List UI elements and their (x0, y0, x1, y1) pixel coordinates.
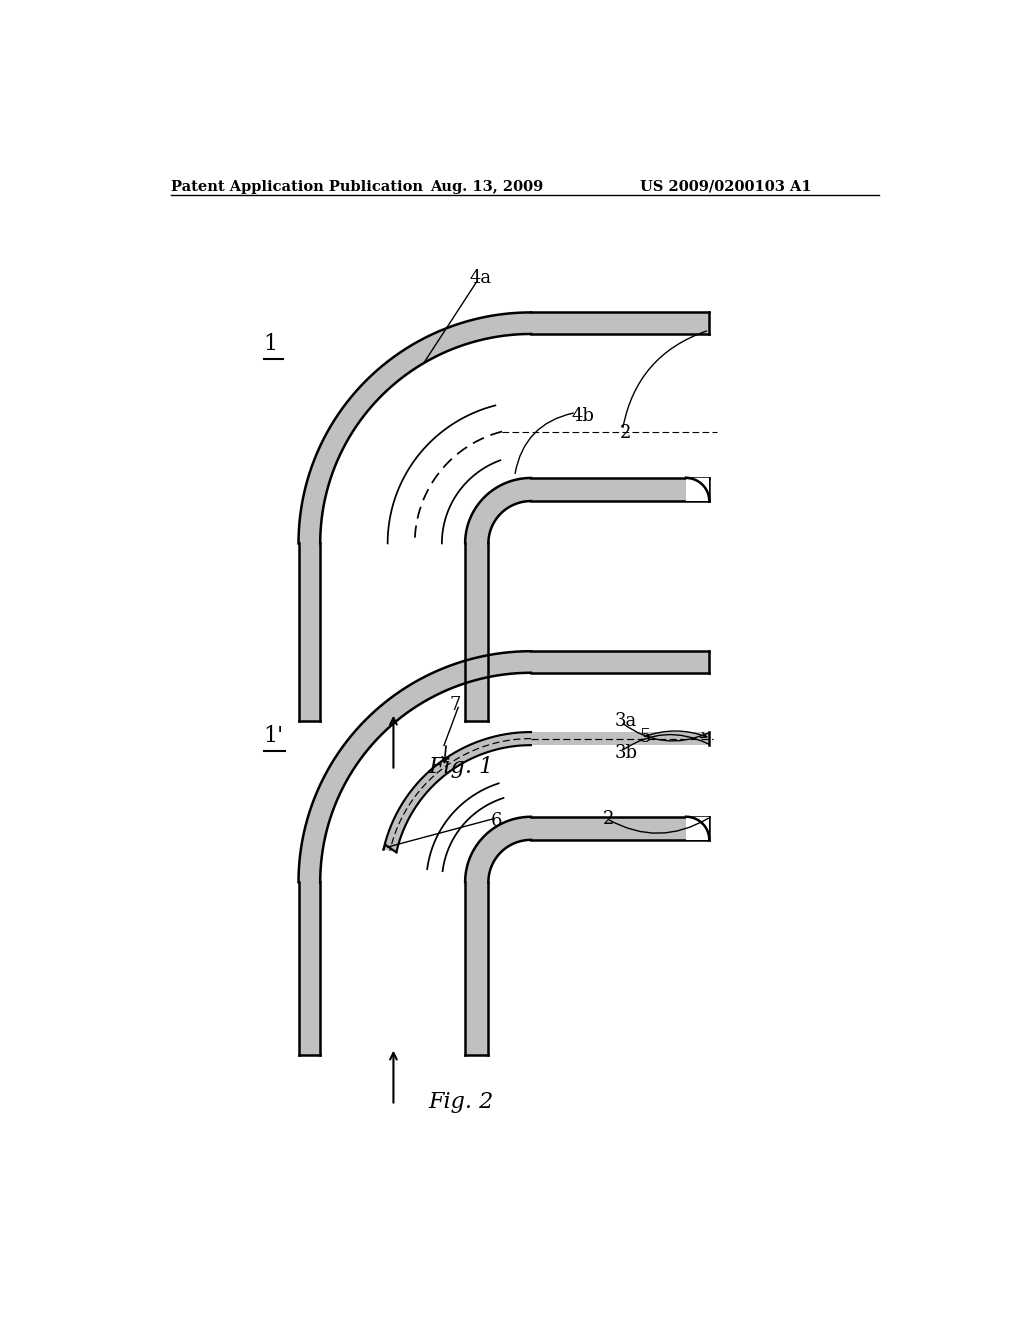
Text: 2: 2 (603, 810, 614, 828)
Polygon shape (465, 544, 488, 721)
Polygon shape (299, 651, 531, 882)
Text: Fig. 2: Fig. 2 (429, 1090, 494, 1113)
Text: Patent Application Publication: Patent Application Publication (171, 180, 423, 194)
Text: 1: 1 (263, 333, 278, 355)
Text: 5: 5 (640, 729, 651, 746)
Text: Aug. 13, 2009: Aug. 13, 2009 (430, 180, 544, 194)
Polygon shape (299, 882, 321, 1056)
Polygon shape (299, 544, 321, 721)
Text: 7: 7 (450, 696, 461, 714)
Text: 2: 2 (621, 424, 632, 442)
Text: 1': 1' (263, 726, 284, 747)
Polygon shape (465, 882, 488, 1056)
Text: 3b: 3b (614, 744, 638, 762)
Polygon shape (465, 817, 531, 882)
Text: US 2009/0200103 A1: US 2009/0200103 A1 (640, 180, 811, 194)
Polygon shape (465, 478, 531, 544)
Polygon shape (299, 313, 531, 544)
Text: Fig. 1: Fig. 1 (429, 755, 494, 777)
Polygon shape (384, 733, 531, 853)
Polygon shape (531, 478, 710, 502)
Polygon shape (531, 651, 710, 673)
Text: 4a: 4a (469, 269, 492, 286)
Text: 3a: 3a (614, 711, 637, 730)
Polygon shape (531, 733, 710, 744)
Polygon shape (686, 478, 710, 502)
Text: 4b: 4b (571, 408, 594, 425)
Polygon shape (686, 817, 710, 840)
Text: 6: 6 (490, 812, 502, 829)
Polygon shape (686, 478, 710, 502)
Polygon shape (531, 817, 710, 840)
Polygon shape (531, 313, 710, 334)
